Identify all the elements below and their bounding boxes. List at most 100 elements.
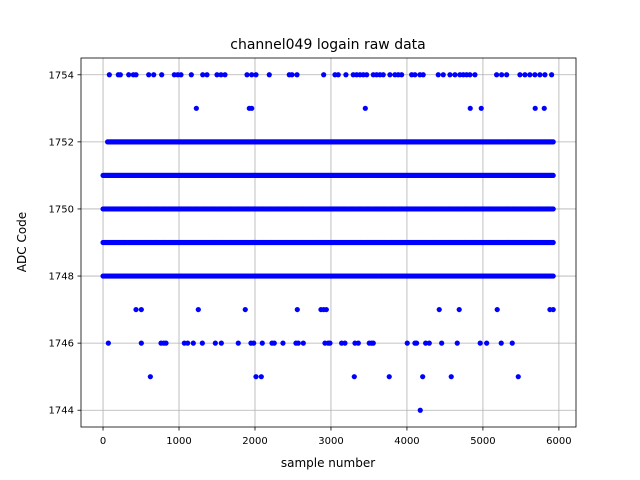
y-tick-label: 1748 — [49, 272, 74, 283]
data-point — [550, 306, 556, 313]
data-point — [204, 72, 210, 78]
data-point — [452, 72, 458, 78]
data-point — [249, 72, 255, 78]
data-point — [193, 105, 199, 111]
data-point — [494, 72, 500, 78]
data-point — [343, 72, 349, 78]
y-tick-label: 1744 — [49, 406, 74, 417]
data-point — [362, 105, 368, 111]
x-tick-label: 2000 — [242, 436, 267, 447]
data-point — [537, 72, 543, 78]
data-point — [509, 340, 515, 346]
data-point — [467, 105, 473, 111]
data-point — [420, 72, 426, 78]
data-point — [289, 72, 295, 78]
data-point — [447, 72, 453, 78]
data-point — [259, 340, 265, 346]
y-tick-label: 1752 — [49, 137, 74, 148]
data-point — [477, 340, 483, 346]
data-point — [355, 340, 361, 346]
x-tick-label: 0 — [100, 436, 106, 447]
data-point — [200, 72, 206, 78]
data-point — [423, 340, 429, 346]
data-point — [117, 72, 123, 78]
x-tick-label: 6000 — [546, 436, 571, 447]
data-point — [244, 72, 250, 78]
x-tick-label: 5000 — [470, 436, 495, 447]
chart-title: channel049 logain raw data — [230, 37, 425, 53]
data-point — [550, 206, 556, 212]
y-tick-label: 1754 — [49, 70, 74, 81]
data-point — [138, 340, 144, 346]
data-point — [387, 72, 393, 78]
data-point — [404, 340, 410, 346]
data-point — [295, 340, 301, 346]
data-point — [498, 340, 504, 346]
y-axis: 1744 1746 1748 1750 1752 1754 — [49, 70, 81, 417]
data-point — [214, 72, 220, 78]
data-point — [280, 340, 286, 346]
data-point — [440, 72, 446, 78]
data-point — [195, 306, 201, 313]
data-point — [420, 374, 426, 380]
data-point — [532, 72, 538, 78]
data-point — [178, 72, 184, 78]
data-point — [106, 72, 112, 78]
data-point — [541, 105, 547, 111]
data-point — [133, 72, 139, 78]
data-point — [436, 306, 442, 313]
data-point — [370, 340, 376, 346]
x-tick-label: 1000 — [166, 436, 191, 447]
data-point — [412, 72, 418, 78]
data-point — [151, 72, 157, 78]
x-tick-label: 4000 — [394, 436, 419, 447]
data-point — [199, 340, 205, 346]
data-point — [351, 374, 357, 380]
data-point — [439, 340, 445, 346]
data-point — [258, 374, 264, 380]
data-point — [532, 105, 538, 111]
x-axis-label: sample number — [281, 456, 375, 470]
data-point — [222, 72, 228, 78]
data-point — [542, 72, 548, 78]
data-point — [235, 340, 241, 346]
data-point — [417, 407, 423, 413]
data-point — [212, 340, 218, 346]
data-points — [100, 72, 556, 413]
data-point — [499, 72, 505, 78]
data-point — [138, 306, 144, 313]
data-point — [294, 72, 300, 78]
data-point — [527, 72, 533, 78]
data-point — [159, 72, 165, 78]
data-point — [266, 72, 272, 78]
data-point — [550, 139, 556, 145]
data-point — [190, 340, 196, 346]
data-point — [251, 340, 257, 346]
data-point — [456, 306, 462, 313]
data-point — [413, 340, 420, 346]
data-point — [146, 72, 152, 78]
data-point — [342, 340, 348, 346]
data-point — [294, 306, 300, 313]
data-point — [515, 374, 521, 380]
data-point — [126, 72, 132, 78]
x-axis: 0 1000 2000 3000 4000 5000 6000 — [100, 427, 572, 447]
data-point — [323, 306, 329, 313]
data-point — [163, 340, 169, 346]
data-point — [467, 72, 473, 78]
data-point — [253, 72, 259, 78]
data-point — [448, 374, 454, 380]
data-point — [218, 340, 224, 346]
data-point — [454, 340, 460, 346]
data-point — [550, 273, 556, 279]
data-point — [335, 72, 341, 78]
data-point — [517, 72, 523, 78]
data-point — [504, 72, 510, 78]
data-point — [105, 340, 111, 346]
data-point — [133, 306, 139, 313]
x-tick-label: 3000 — [318, 436, 343, 447]
data-point — [321, 72, 327, 78]
data-point — [435, 72, 441, 78]
